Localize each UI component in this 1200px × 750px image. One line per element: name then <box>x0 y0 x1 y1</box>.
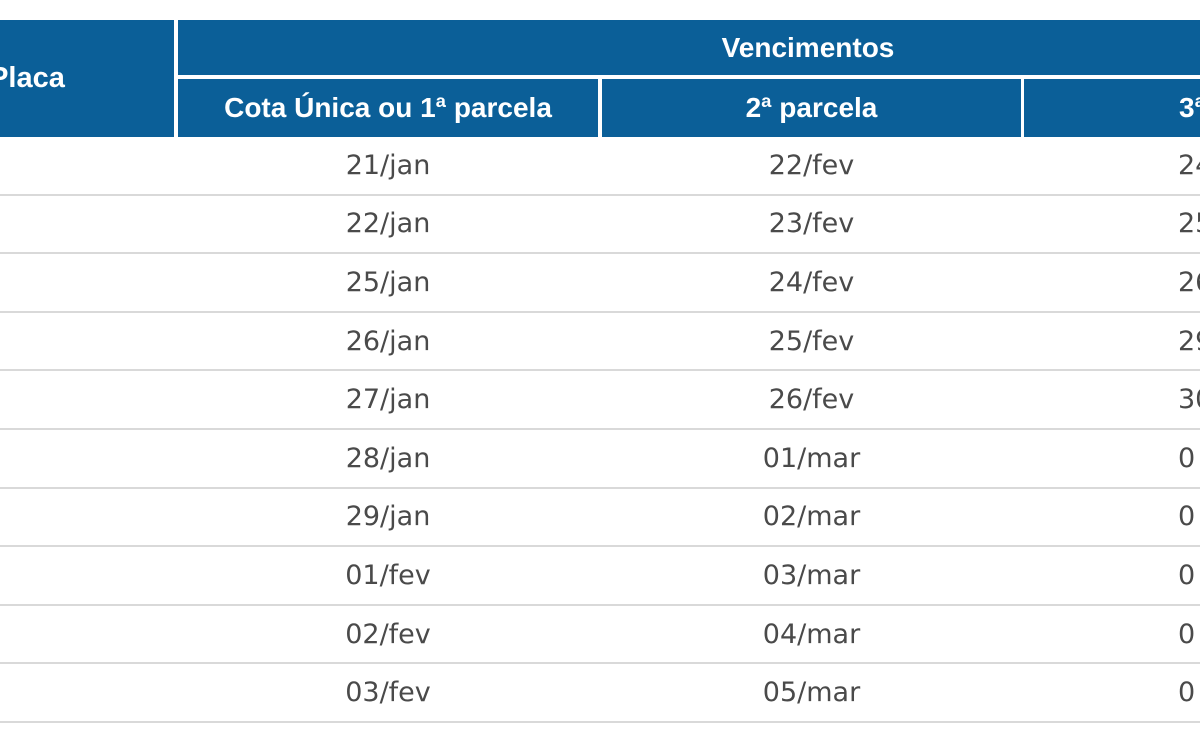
table-row: 21/jan 22/fev 24 <box>0 137 1200 196</box>
table-row: 02/fev 04/mar 0 <box>0 606 1200 665</box>
parcela-2-cell: 01/mar <box>762 442 861 474</box>
cota-unica-cell: 26/jan <box>345 325 431 357</box>
table-row: 03/fev 05/mar 0 <box>0 664 1200 723</box>
parcela-2-cell: 25/fev <box>768 325 855 357</box>
cota-unica-cell: 25/jan <box>345 266 431 298</box>
cota-unica-cell: 28/jan <box>345 442 431 474</box>
due-dates-table: Placa Vencimentos Cota Única ou 1ª parce… <box>0 20 1200 750</box>
parcela-2-cell: 23/fev <box>768 208 855 240</box>
header-3a-parcela: 3ª <box>1024 79 1200 137</box>
header-placa: Placa <box>0 20 174 137</box>
parcela-3-cell: 0 <box>1178 677 1196 709</box>
table-row: 28/jan 01/mar 0 <box>0 430 1200 489</box>
header-2a-parcela: 2ª parcela <box>602 79 1021 137</box>
header-vencimentos-label: Vencimentos <box>721 31 895 63</box>
header-cota-unica: Cota Única ou 1ª parcela <box>178 79 598 137</box>
cota-unica-cell: 29/jan <box>345 501 431 533</box>
cota-unica-cell: 21/jan <box>345 149 431 181</box>
parcela-3-cell: 0 <box>1178 559 1196 591</box>
table-row: 25/jan 24/fev 26 <box>0 254 1200 313</box>
table-row: 01/fev 03/mar 0 <box>0 547 1200 606</box>
cota-unica-cell: 22/jan <box>345 208 431 240</box>
parcela-2-cell: 22/fev <box>768 149 855 181</box>
header-vencimentos: Vencimentos <box>178 20 1200 75</box>
table-row: 26/jan 25/fev 29 <box>0 313 1200 372</box>
parcela-3-cell: 30 <box>1178 384 1200 416</box>
cota-unica-cell: 03/fev <box>345 677 431 709</box>
parcela-2-cell: 04/mar <box>762 618 861 650</box>
table-body: 21/jan 22/fev 24 22/jan 23/fev 25 25/jan 24/fev… <box>0 137 1200 723</box>
parcela-3-cell: 0 <box>1178 501 1196 533</box>
parcela-3-cell: 29 <box>1178 325 1200 357</box>
parcela-2-cell: 26/fev <box>768 384 855 416</box>
parcela-2-cell: 24/fev <box>768 266 855 298</box>
table-row: 22/jan 23/fev 25 <box>0 196 1200 255</box>
parcela-2-cell: 03/mar <box>762 559 861 591</box>
cota-unica-cell: 02/fev <box>345 618 431 650</box>
parcela-2-cell: 02/mar <box>762 501 861 533</box>
table-row: 27/jan 26/fev 30 <box>0 371 1200 430</box>
parcela-3-cell: 24 <box>1178 149 1200 181</box>
parcela-3-cell: 26 <box>1178 266 1200 298</box>
parcela-3-cell: 0 <box>1178 442 1196 474</box>
parcela-2-cell: 05/mar <box>762 677 861 709</box>
parcela-3-cell: 0 <box>1178 618 1196 650</box>
parcela-3-cell: 25 <box>1178 208 1200 240</box>
cota-unica-cell: 01/fev <box>345 559 431 591</box>
cota-unica-cell: 27/jan <box>345 384 431 416</box>
table-row: 29/jan 02/mar 0 <box>0 489 1200 548</box>
